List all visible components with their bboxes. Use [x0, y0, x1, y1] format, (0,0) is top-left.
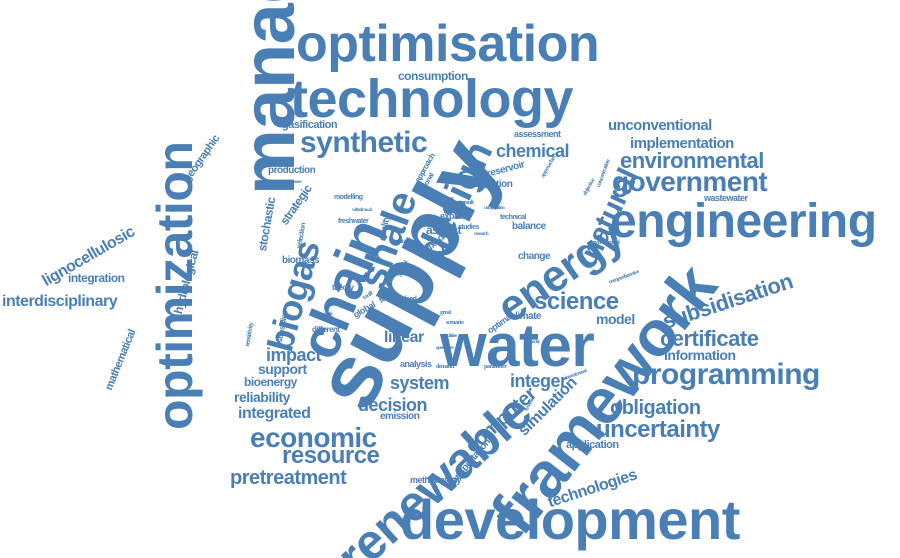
- word-wastewater: wastewater: [704, 193, 748, 203]
- word-reliability: reliability: [234, 389, 290, 405]
- word-modelling: modelling: [334, 194, 363, 201]
- word-withdrawal: withdrawal: [352, 208, 372, 213]
- word-bioenergy: bioenergy: [244, 375, 297, 389]
- word-facilities: facilities: [444, 334, 457, 339]
- word-integrated: integrated: [238, 405, 311, 422]
- word-water: water: [440, 312, 595, 379]
- word-information: information: [664, 347, 736, 363]
- word-unconventional: unconventional: [608, 117, 712, 134]
- word-different: different: [312, 325, 340, 334]
- word-possible: possible: [394, 240, 407, 245]
- word-capacity: capacity: [526, 340, 540, 345]
- word-engineering: engineering: [610, 195, 877, 248]
- word-model: model: [596, 311, 635, 327]
- word-location: location: [478, 179, 513, 190]
- word-interdisciplinary: interdisciplinary: [2, 293, 118, 310]
- word-linear: linear: [384, 329, 424, 346]
- word-change: change: [518, 251, 551, 262]
- word-feed: feed: [404, 296, 417, 303]
- word-technology: technology: [290, 69, 574, 129]
- word-objective: objective: [582, 177, 597, 197]
- word-freshwater: freshwater: [338, 218, 369, 225]
- word-research: research: [474, 232, 489, 237]
- word-integration: integration: [68, 271, 125, 285]
- word-demand: demand: [436, 364, 454, 370]
- word-result: result: [462, 200, 474, 206]
- word-explicit: explicit: [440, 211, 468, 221]
- word-parameter: parameter: [484, 364, 507, 370]
- word-governmental: governmental: [590, 240, 620, 246]
- word-integer: integer: [510, 371, 567, 391]
- word-stochastic: stochastic: [255, 196, 279, 253]
- word-resource: resource: [282, 442, 380, 469]
- word-sensitivity: sensitivity: [243, 321, 256, 348]
- word-gasification: gasification: [282, 119, 338, 131]
- word-goals: goals: [324, 312, 333, 317]
- word-government: government: [612, 166, 768, 197]
- word-great: great: [440, 310, 451, 316]
- word-aspect: aspect: [426, 223, 462, 237]
- word-programming: programming: [632, 358, 820, 391]
- word-decision: decision: [358, 395, 428, 415]
- word-impact: impact: [266, 345, 322, 365]
- word-theory: theory: [332, 283, 354, 292]
- word-climate: climate: [510, 311, 541, 322]
- word-uncertainty: uncertainty: [596, 416, 720, 443]
- word-assessment: assessment: [514, 129, 561, 139]
- word-biomass: biomass: [282, 255, 320, 266]
- word-environmental: environmental: [620, 148, 764, 173]
- word-mathematical: mathematical: [103, 327, 139, 393]
- word-certificate: certificate: [660, 326, 759, 351]
- word-science: science: [534, 288, 619, 315]
- word-analysis: analysis: [400, 359, 432, 369]
- word-economic: economic: [250, 422, 377, 453]
- word-comprehensive: comprehensive: [608, 269, 640, 286]
- word-application: application: [566, 439, 619, 451]
- word-pretreatment: pretreatment: [230, 467, 347, 489]
- word-production: production: [268, 165, 316, 176]
- word-development: development: [400, 488, 740, 551]
- word-scale: scale: [404, 305, 420, 312]
- word-obligation: obligation: [610, 397, 701, 419]
- word-methodology: methodology: [410, 475, 462, 485]
- word-implementation: implementation: [630, 135, 734, 152]
- word-chemical: chemical: [496, 141, 570, 161]
- word-emission: emission: [380, 411, 420, 422]
- word-system: system: [390, 373, 450, 393]
- word-balance: balance: [512, 221, 546, 232]
- word-consumption: consumption: [398, 69, 468, 83]
- word-processes: processes: [286, 180, 302, 185]
- word-support: support: [258, 361, 307, 377]
- word-planning: planning: [442, 176, 461, 182]
- word-scenario: scenario: [446, 320, 464, 326]
- word-study: study: [462, 208, 474, 214]
- word-optimization: optimization: [147, 141, 203, 430]
- word-composition: composition: [484, 206, 505, 211]
- word-technical: technical: [500, 214, 526, 221]
- word-optimisation: optimisation: [296, 15, 600, 73]
- word-operations: operations: [436, 346, 454, 351]
- word-synthetic: synthetic: [300, 126, 428, 159]
- word-studies: studies: [458, 224, 480, 231]
